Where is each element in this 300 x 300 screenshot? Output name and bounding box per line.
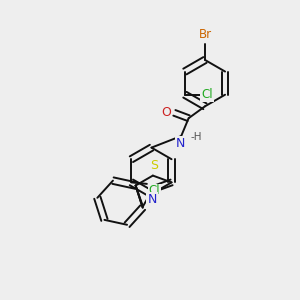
Text: N: N (147, 193, 157, 206)
Text: N: N (176, 137, 185, 150)
Text: O: O (161, 106, 171, 119)
Text: Cl: Cl (201, 88, 213, 101)
Text: Br: Br (198, 28, 212, 40)
Text: -H: -H (190, 132, 202, 142)
Text: S: S (150, 159, 158, 172)
Text: Cl: Cl (148, 184, 160, 197)
